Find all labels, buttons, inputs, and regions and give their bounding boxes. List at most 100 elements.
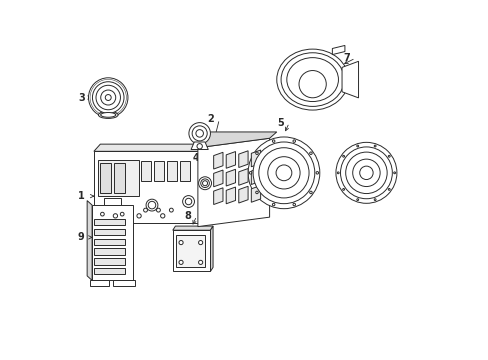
Circle shape [179, 260, 183, 265]
Circle shape [160, 214, 164, 218]
Circle shape [143, 208, 147, 212]
Circle shape [342, 156, 344, 157]
Circle shape [255, 152, 258, 154]
Polygon shape [94, 144, 207, 151]
Polygon shape [112, 280, 135, 286]
Polygon shape [198, 138, 269, 226]
Circle shape [272, 203, 274, 206]
Polygon shape [251, 185, 260, 202]
Text: 1: 1 [78, 191, 85, 201]
Circle shape [120, 212, 124, 216]
Circle shape [137, 214, 141, 218]
Polygon shape [226, 169, 235, 186]
Circle shape [253, 142, 314, 204]
Bar [94, 229, 125, 235]
Polygon shape [332, 45, 344, 55]
Polygon shape [226, 187, 235, 204]
Text: 4: 4 [193, 153, 199, 163]
Circle shape [255, 191, 258, 194]
Circle shape [92, 82, 124, 113]
Circle shape [156, 208, 160, 212]
Polygon shape [198, 132, 276, 148]
Circle shape [337, 172, 339, 174]
Polygon shape [104, 198, 121, 205]
Bar [92, 205, 133, 280]
Text: 7: 7 [343, 53, 349, 63]
Circle shape [309, 152, 311, 154]
Polygon shape [191, 142, 208, 149]
Circle shape [315, 172, 318, 174]
Polygon shape [226, 152, 235, 168]
Polygon shape [213, 152, 223, 169]
Bar [114, 163, 125, 193]
Polygon shape [238, 186, 247, 203]
Text: 2: 2 [207, 114, 214, 124]
Ellipse shape [286, 58, 338, 102]
Bar [175, 235, 205, 267]
Text: 8: 8 [184, 211, 191, 221]
Circle shape [352, 159, 379, 186]
Polygon shape [238, 151, 247, 167]
Circle shape [101, 212, 104, 216]
Polygon shape [89, 280, 108, 286]
Circle shape [387, 156, 389, 157]
Circle shape [198, 240, 203, 245]
Bar [167, 161, 176, 181]
Bar [172, 230, 210, 271]
Circle shape [356, 145, 358, 147]
Circle shape [342, 189, 344, 190]
Circle shape [113, 214, 117, 218]
Ellipse shape [276, 49, 348, 110]
Polygon shape [238, 168, 247, 185]
Bar [94, 268, 125, 274]
Polygon shape [341, 61, 358, 98]
Circle shape [309, 191, 311, 194]
Circle shape [198, 260, 203, 265]
Polygon shape [213, 170, 223, 187]
Bar [98, 160, 139, 196]
Bar [100, 163, 111, 193]
Circle shape [335, 142, 396, 203]
Text: 5: 5 [277, 118, 284, 128]
Polygon shape [213, 188, 223, 204]
Ellipse shape [101, 113, 116, 117]
Text: 6: 6 [381, 168, 387, 178]
Circle shape [340, 147, 391, 199]
Circle shape [373, 145, 375, 147]
Bar [180, 161, 189, 181]
Ellipse shape [98, 111, 118, 118]
Circle shape [182, 195, 194, 207]
Polygon shape [87, 201, 92, 280]
Bar [94, 239, 125, 245]
Circle shape [345, 152, 386, 194]
Circle shape [292, 140, 295, 142]
Circle shape [258, 148, 308, 198]
Bar [154, 161, 163, 181]
Circle shape [198, 177, 211, 190]
Text: 3: 3 [78, 93, 85, 103]
Bar [94, 258, 125, 265]
Polygon shape [251, 168, 260, 185]
Circle shape [249, 172, 251, 174]
Polygon shape [210, 226, 213, 271]
Bar [94, 219, 125, 225]
Circle shape [88, 78, 128, 117]
Circle shape [247, 137, 319, 209]
Circle shape [356, 199, 358, 201]
Circle shape [188, 123, 210, 144]
Polygon shape [251, 150, 260, 167]
Circle shape [393, 172, 395, 174]
Text: 9: 9 [77, 232, 83, 242]
Polygon shape [172, 226, 213, 230]
Circle shape [373, 199, 375, 201]
Polygon shape [201, 144, 207, 223]
Circle shape [272, 140, 274, 142]
Ellipse shape [281, 53, 344, 107]
Bar [94, 151, 201, 223]
Circle shape [267, 157, 300, 189]
Bar [141, 161, 151, 181]
Circle shape [292, 203, 295, 206]
Circle shape [179, 240, 183, 245]
Circle shape [169, 208, 173, 212]
Circle shape [387, 189, 389, 190]
